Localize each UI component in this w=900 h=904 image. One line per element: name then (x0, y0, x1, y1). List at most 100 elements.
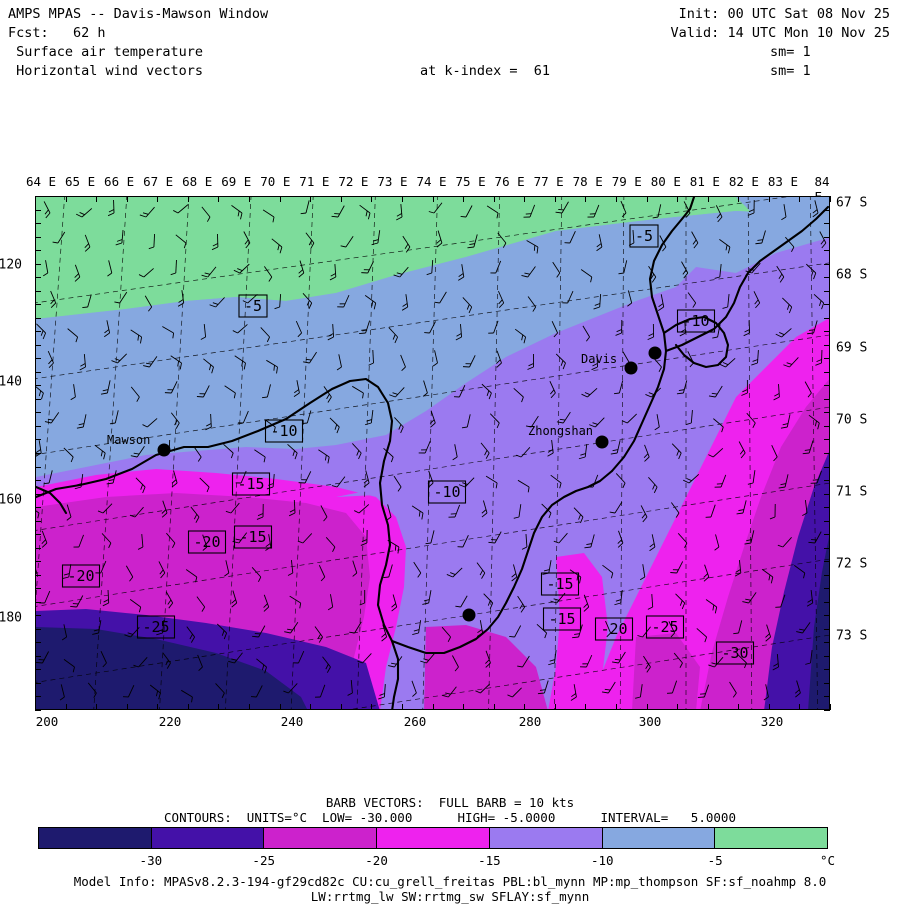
contour-label-text: -25 (651, 618, 678, 636)
tick-mark (824, 304, 830, 305)
tick-mark (524, 196, 525, 202)
tick-mark (708, 704, 709, 710)
tick-mark (35, 704, 36, 710)
colorbar-tick: -15 (478, 853, 501, 868)
tick-mark (824, 494, 830, 495)
tick-mark (738, 196, 739, 202)
tick-mark (188, 704, 189, 710)
tick-mark (35, 399, 41, 400)
colorbar-unit-label: °C (820, 853, 835, 868)
tick-mark (824, 683, 830, 684)
color-scale-bar[interactable] (38, 827, 828, 849)
tick-mark (708, 196, 709, 202)
colorbar-swatch-4[interactable] (490, 828, 603, 848)
tick-mark (341, 704, 342, 710)
contour-label-text: -5 (635, 227, 653, 245)
tick-mark (35, 250, 41, 251)
station-label: Mawson (107, 433, 150, 447)
lon-label: 81 E (690, 174, 720, 189)
tick-mark (824, 656, 830, 657)
contour-label-text: -5 (244, 297, 262, 315)
lon-label: 75 E (455, 174, 485, 189)
x-index-label: 280 (519, 714, 542, 729)
k-index-label: at k-index = 61 (420, 62, 550, 81)
window-title: AMPS MPAS -- Davis-Mawson Window (8, 5, 268, 24)
tick-mark (35, 426, 41, 427)
lon-label: 70 E (260, 174, 290, 189)
tick-mark (35, 561, 41, 562)
tick-mark (824, 588, 830, 589)
station-label: Davis (581, 352, 617, 366)
tick-mark (824, 210, 830, 211)
contour-legend-text: CONTOURS: UNITS=°C LOW= -30.000 HIGH= -5… (0, 810, 900, 825)
tick-mark (66, 704, 67, 710)
colorbar-swatch-1[interactable] (152, 828, 265, 848)
colorbar-swatch-2[interactable] (264, 828, 377, 848)
tick-mark (824, 669, 830, 670)
tick-mark (96, 196, 97, 202)
tick-mark (35, 453, 41, 454)
station-marker[interactable] (596, 436, 609, 449)
y-index-label: 120 (0, 258, 22, 273)
colorbar-tick: -20 (365, 853, 388, 868)
tick-mark (616, 196, 617, 202)
lon-label: 74 E (416, 174, 446, 189)
lat-label: 71 S (836, 485, 867, 500)
colorbar-swatch-0[interactable] (39, 828, 152, 848)
tick-mark (35, 710, 41, 711)
station-marker[interactable] (649, 347, 662, 360)
station-marker[interactable] (625, 362, 638, 375)
tick-mark (35, 642, 41, 643)
tick-mark (35, 304, 41, 305)
tick-mark (824, 372, 830, 373)
tick-mark (35, 223, 41, 224)
station-marker[interactable] (158, 444, 171, 457)
x-index-label: 320 (761, 714, 784, 729)
tick-mark (157, 704, 158, 710)
model-info-line-2: LW:rrtmg_lw SW:rrtmg_sw SFLAY:sf_mynn (0, 889, 900, 904)
tick-mark (824, 521, 830, 522)
tick-mark (824, 439, 830, 440)
contour-label-text: -20 (193, 533, 220, 551)
contour-label-text: -25 (142, 618, 169, 636)
field-label-wind: Horizontal wind vectors (8, 62, 203, 81)
tick-mark (824, 399, 830, 400)
contour-label-text: -15 (239, 528, 266, 546)
tick-mark (96, 704, 97, 710)
tick-mark (35, 210, 41, 211)
tick-mark (35, 196, 36, 202)
tick-mark (35, 629, 41, 630)
contour-label-text: -15 (237, 475, 264, 493)
station-marker[interactable] (463, 609, 476, 622)
tick-mark (341, 196, 342, 202)
tick-mark (35, 372, 41, 373)
contour-label-text: -10 (270, 422, 297, 440)
tick-mark (463, 704, 464, 710)
tick-mark (35, 656, 41, 657)
colorbar-tick: -5 (708, 853, 723, 868)
tick-mark (249, 196, 250, 202)
colorbar-swatch-6[interactable] (715, 828, 827, 848)
tick-mark (35, 318, 41, 319)
colorbar-swatch-5[interactable] (603, 828, 716, 848)
tick-mark (35, 385, 41, 386)
tick-mark (35, 602, 41, 603)
tick-mark (35, 521, 41, 522)
lon-label: 78 E (573, 174, 603, 189)
tick-mark (35, 480, 41, 481)
lon-label: 76 E (495, 174, 525, 189)
x-index-label: 220 (159, 714, 182, 729)
tick-mark (402, 704, 403, 710)
colorbar-swatch-3[interactable] (377, 828, 490, 848)
tick-mark (824, 318, 830, 319)
tick-mark (824, 480, 830, 481)
tick-mark (824, 385, 830, 386)
lon-label: 80 E (651, 174, 681, 189)
x-index-label: 200 (36, 714, 59, 729)
tick-mark (824, 561, 830, 562)
tick-mark (218, 196, 219, 202)
tick-mark (824, 277, 830, 278)
tick-mark (371, 196, 372, 202)
tick-mark (280, 704, 281, 710)
